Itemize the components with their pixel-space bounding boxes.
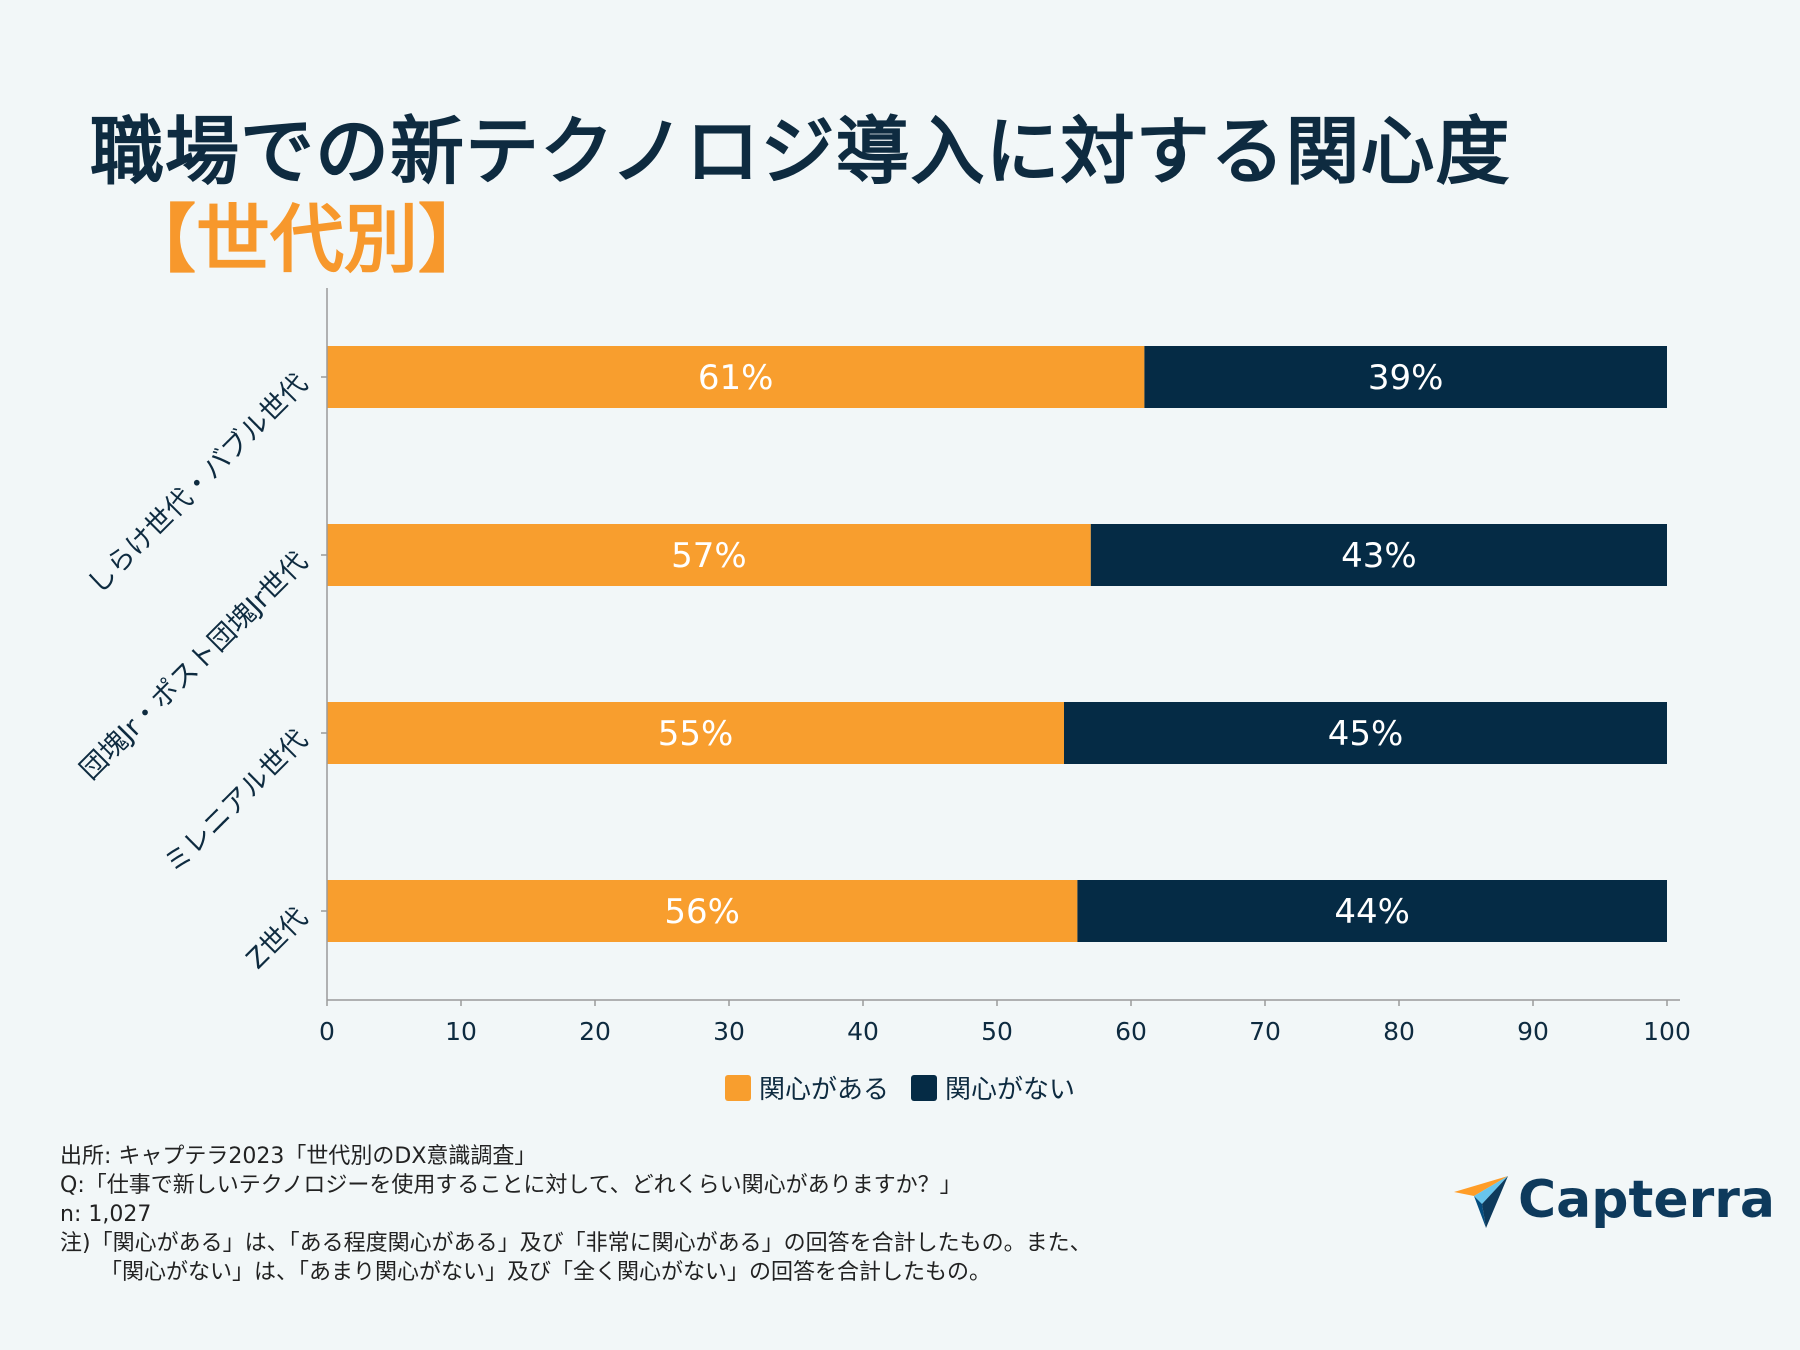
x-tick-label: 100: [1643, 1017, 1691, 1046]
bar-value-label: 44%: [1334, 892, 1410, 932]
bar-interested: [327, 524, 1091, 586]
stacked-bar-chart: 61% 39% 57% 43% 55% 45% 56% 44% 0 10 20 30 40 50 60 70…: [74, 288, 1691, 1046]
x-tick-label: 0: [319, 1017, 335, 1046]
x-tick-label: 40: [847, 1017, 879, 1046]
bar-value-label: 45%: [1328, 714, 1404, 754]
bar-value-label: 56%: [664, 892, 740, 932]
bar-not-interested: [1090, 524, 1667, 586]
legend-item-interested: 関心がある: [724, 1069, 889, 1106]
capterra-logo: Capterra: [1452, 1170, 1775, 1230]
sample-size-note: n: 1,027: [60, 1202, 152, 1227]
footnotes: 出所: キャプテラ2023「世代別のDX意識調査」 Q:「仕事で新しいテクノロジ…: [60, 1142, 1092, 1287]
capterra-arrow-icon: [1454, 1176, 1508, 1228]
legend-label-interested: 関心がある: [758, 1075, 889, 1105]
bar-not-interested: [1064, 702, 1667, 764]
x-tick-label: 50: [981, 1017, 1013, 1046]
bar-interested: [327, 702, 1064, 764]
x-tick-label: 70: [1249, 1017, 1281, 1046]
definition-note-2: 「関心がない」は、「あまり関心がない」及び「全く関心がない」の回答を合計したもの…: [100, 1260, 992, 1285]
bar-value-label: 61%: [698, 358, 774, 398]
question-note: Q:「仕事で新しいテクノロジーを使用することに対して、どれくらい関心がありますか…: [60, 1173, 962, 1198]
bar-value-label: 43%: [1341, 536, 1417, 576]
bar-value-label: 39%: [1368, 358, 1444, 398]
bar-value-label: 57%: [671, 536, 747, 576]
chart-subtitle: 【世代別】: [122, 197, 492, 283]
bar-not-interested: [1077, 880, 1667, 942]
legend-swatch-interested: [724, 1074, 751, 1101]
legend: 関心がある 関心がない: [0, 1069, 1800, 1106]
x-tick-label: 10: [445, 1017, 477, 1046]
legend-item-not-interested: 関心がない: [911, 1069, 1075, 1106]
x-tick-label: 20: [579, 1017, 611, 1046]
bar-interested: [327, 346, 1145, 408]
legend-label-not-interested: 関心がない: [945, 1075, 1076, 1105]
chart-title: 職場での新テクノロジ導入に対する関心度: [90, 109, 1511, 195]
x-tick-label: 30: [713, 1017, 745, 1046]
bar-interested: [327, 880, 1078, 942]
definition-note-1: 注)「関心がある」は、「ある程度関心がある」及び「非常に関心がある」の回答を合計…: [60, 1231, 1092, 1256]
capterra-wordmark: Capterra: [1518, 1170, 1775, 1230]
bar-not-interested: [1144, 346, 1667, 408]
x-tick-label: 60: [1115, 1017, 1147, 1046]
y-category-label: Z世代: [241, 902, 314, 975]
x-tick-label: 90: [1517, 1017, 1549, 1046]
bar-value-label: 55%: [658, 714, 734, 754]
legend-swatch-not-interested: [911, 1074, 937, 1101]
source-note: 出所: キャプテラ2023「世代別のDX意識調査」: [60, 1144, 537, 1169]
y-category-label: ミレニアル世代: [159, 724, 314, 879]
x-tick-label: 80: [1383, 1017, 1415, 1046]
